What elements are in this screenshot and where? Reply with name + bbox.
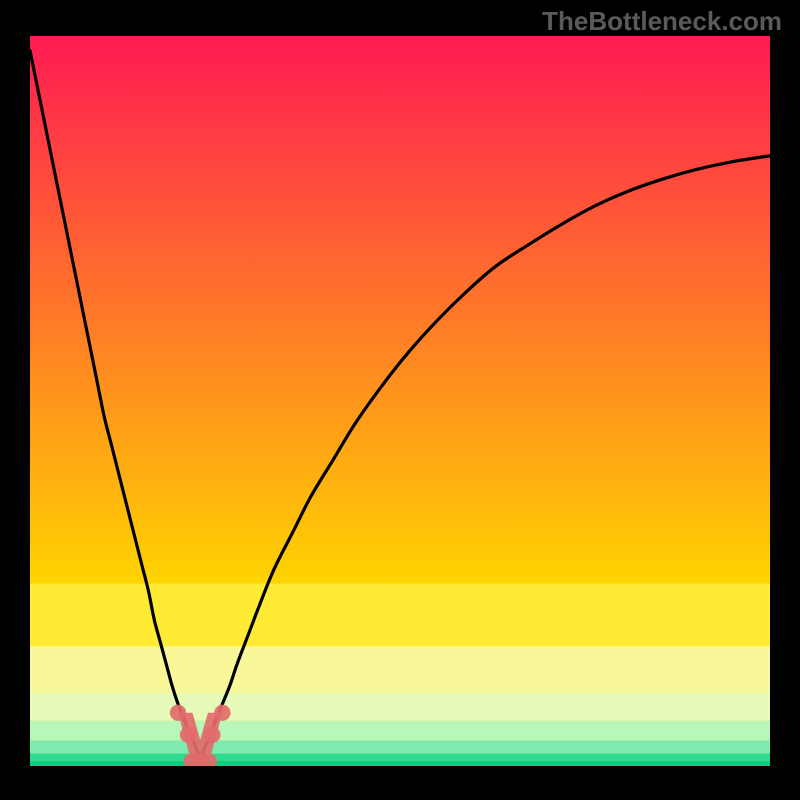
heat-band-6 — [30, 761, 770, 766]
heat-band-0 — [30, 584, 770, 647]
heat-band-4 — [30, 740, 770, 753]
heat-band-3 — [30, 721, 770, 741]
heat-band-5 — [30, 754, 770, 761]
heat-band-1 — [30, 646, 770, 693]
watermark-text: TheBottleneck.com — [542, 6, 782, 37]
bottleneck-chart — [30, 36, 770, 766]
heat-band-2 — [30, 693, 770, 721]
